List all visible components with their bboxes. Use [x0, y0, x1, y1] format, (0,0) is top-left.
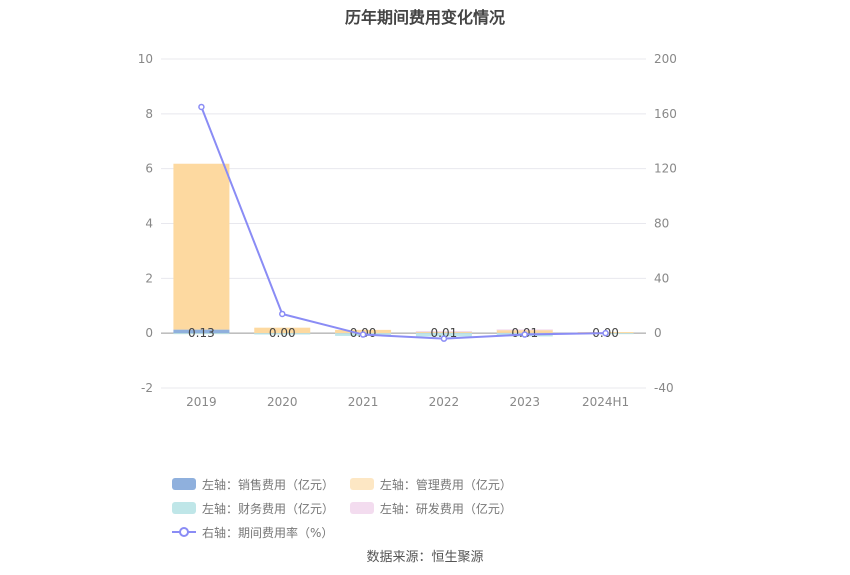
legend-line-marker: [172, 526, 196, 538]
expense-ratio-point: [279, 310, 286, 318]
x-axis-tick-label: 2021: [348, 395, 379, 409]
left-axis-tick-label: 8: [145, 107, 153, 121]
bar-segment-1: [173, 163, 230, 330]
expense-ratio-point: [198, 103, 205, 111]
left-axis-tick-label: -2: [141, 381, 153, 395]
legend-label-admin: 左轴：管理费用（亿元）: [379, 477, 512, 492]
bar-segment-2: [415, 333, 472, 337]
bar-segment-2: [254, 333, 311, 335]
data-source: 数据来源：恒生聚源: [366, 550, 484, 565]
expense-ratio-point: [521, 331, 528, 338]
legend-label-rnd: 左轴：研发费用（亿元）: [379, 501, 512, 516]
right-axis-tick-label: -40: [654, 381, 674, 395]
bar-segment-1: [415, 331, 472, 333]
legend-label-sales: 左轴：销售费用（亿元）: [202, 477, 335, 492]
expense-ratio-point: [359, 331, 367, 338]
bar-segment-2: [173, 333, 230, 335]
legend-swatch-rnd: [349, 502, 374, 514]
legend-label-expense-ratio: 右轴：期间费用率（%）: [202, 525, 334, 540]
right-axis-tick-label: 120: [654, 162, 677, 176]
right-axis-tick-label: 80: [654, 217, 669, 231]
right-axis-tick-label: 0: [654, 326, 662, 340]
bar-segment-3: [496, 329, 553, 331]
legend-item-rnd[interactable]: 左轴：研发费用（亿元）: [349, 496, 512, 520]
left-axis-tick-label: 2: [145, 271, 153, 285]
chart-title: 历年期间费用变化情况: [344, 8, 505, 27]
bar-data-label: 0.00: [269, 326, 296, 340]
chart-legend: 左轴：销售费用（亿元） 左轴：管理费用（亿元） 左轴：财务费用（亿元） 左轴：研…: [172, 472, 692, 544]
bar-segment-1: [496, 329, 553, 333]
expense-ratio-point: [602, 329, 609, 337]
legend-item-sales[interactable]: 左轴：销售费用（亿元）: [172, 472, 334, 496]
chart-canvas: 10 8 6 4 2 0 -2 200 160 120 80 40 0 -40 2019 0.13 2020 0.…: [138, 52, 677, 409]
x-axis-tick-label: 2020: [267, 395, 298, 409]
right-axis-tick-label: 40: [654, 271, 669, 285]
x-axis-tick-label: 2023: [509, 395, 540, 409]
x-axis-tick-label: 2024H1: [582, 395, 629, 409]
left-axis-tick-label: 6: [145, 162, 153, 176]
bar-data-label: 0.01: [431, 326, 458, 340]
left-axis-tick-label: 0: [145, 326, 153, 340]
legend-swatch-sales: [172, 478, 196, 490]
legend-swatch-admin: [349, 478, 374, 490]
x-axis-tick-label: 2022: [429, 395, 460, 409]
right-axis-tick-label: 160: [654, 107, 677, 121]
legend-label-finance: 左轴：财务费用（亿元）: [202, 501, 335, 516]
legend-swatch-finance: [172, 502, 196, 514]
left-axis-tick-label: 4: [145, 217, 153, 231]
left-axis-tick-label: 10: [138, 52, 153, 66]
bar-segment-1: [254, 327, 311, 334]
legend-item-expense-ratio[interactable]: 右轴：期间费用率（%）: [172, 520, 333, 544]
bar-segment-3: [415, 330, 472, 332]
legend-item-admin[interactable]: 左轴：管理费用（亿元）: [349, 472, 512, 496]
x-axis-tick-label: 2019: [186, 395, 217, 409]
bar-segment-0: [173, 329, 230, 334]
right-axis-tick-label: 200: [654, 52, 677, 66]
legend-item-finance[interactable]: 左轴：财务费用（亿元）: [172, 496, 334, 520]
expense-ratio-line: [200, 106, 606, 340]
expense-ratio-point: [440, 335, 448, 342]
bar-data-label: 0.13: [188, 326, 215, 340]
